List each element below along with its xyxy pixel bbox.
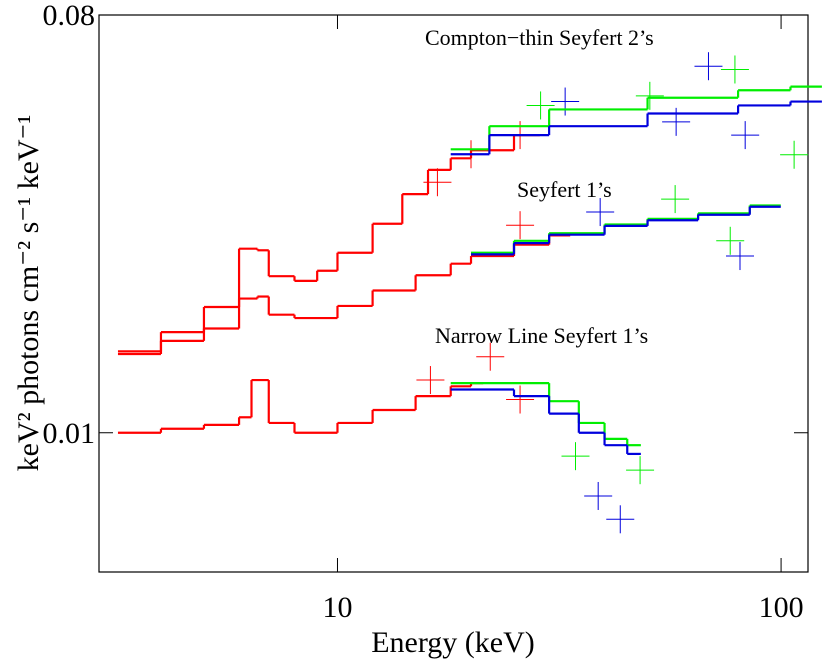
annotation: Seyfert 1’s [517, 177, 612, 202]
x-axis-label: Energy (keV) [371, 626, 535, 659]
annotation: Narrow Line Seyfert 1’s [435, 323, 648, 348]
y-axis-label: keV² photons cm⁻² s⁻¹ keV⁻¹ [12, 115, 45, 472]
annotation: Compton−thin Seyfert 2’s [425, 25, 654, 50]
y-tick-label: 0.08 [43, 0, 96, 32]
x-tick-label: 100 [759, 591, 804, 624]
x-tick-label: 10 [322, 591, 352, 624]
y-tick-label: 0.01 [43, 417, 96, 450]
plot-frame [98, 14, 809, 573]
